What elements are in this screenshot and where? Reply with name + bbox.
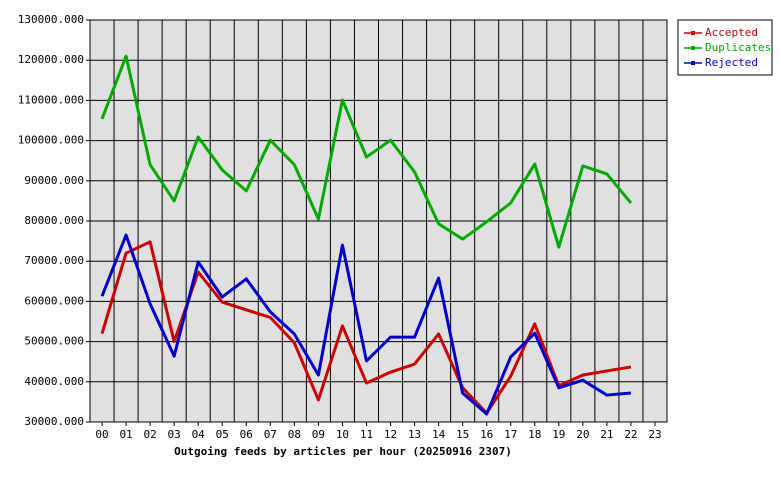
x-tick-label: 16 (480, 428, 493, 441)
y-tick-label: 40000.000 (24, 375, 84, 388)
x-tick-label: 02 (143, 428, 156, 441)
series-line (100, 233, 632, 416)
x-tick-label: 22 (624, 428, 637, 441)
x-tick-label: 12 (384, 428, 397, 441)
x-tick-label: 07 (264, 428, 277, 441)
y-tick-label: 80000.000 (24, 214, 84, 227)
x-tick-label: 13 (408, 428, 421, 441)
series-line (100, 54, 633, 249)
x-tick-label: 15 (456, 428, 469, 441)
x-tick-label: 18 (528, 428, 541, 441)
legend-label: Rejected (705, 56, 758, 69)
x-tick-label: 10 (336, 428, 349, 441)
legend-marker (691, 61, 695, 65)
x-tick-label: 03 (168, 428, 181, 441)
y-tick-label: 70000.000 (24, 254, 84, 267)
x-tick-label: 21 (600, 428, 613, 441)
y-tick-label: 90000.000 (24, 174, 84, 187)
x-tick-label: 17 (504, 428, 517, 441)
y-tick-label: 100000.000 (18, 134, 84, 147)
x-tick-label: 09 (312, 428, 325, 441)
legend-label: Duplicates (705, 41, 771, 54)
x-tick-label: 14 (432, 428, 446, 441)
x-axis-label: Outgoing feeds by articles per hour (202… (174, 445, 512, 458)
legend-marker (691, 46, 695, 50)
y-tick-label: 110000.000 (18, 93, 84, 106)
x-tick-label: 06 (240, 428, 253, 441)
y-tick-label: 50000.000 (24, 335, 84, 348)
x-tick-label: 00 (95, 428, 108, 441)
x-tick-label: 05 (216, 428, 229, 441)
y-tick-label: 60000.000 (24, 294, 84, 307)
y-tick-label: 120000.000 (18, 53, 84, 66)
legend-label: Accepted (705, 26, 758, 39)
x-tick-label: 20 (576, 428, 589, 441)
y-tick-label: 130000.000 (18, 13, 84, 26)
x-tick-label: 04 (192, 428, 206, 441)
y-tick-label: 30000.000 (24, 415, 84, 428)
x-tick-label: 01 (119, 428, 132, 441)
legend-marker (691, 31, 695, 35)
x-tick-label: 08 (288, 428, 301, 441)
x-tick-label: 11 (360, 428, 373, 441)
x-tick-label: 19 (552, 428, 565, 441)
x-tick-label: 23 (648, 428, 661, 441)
